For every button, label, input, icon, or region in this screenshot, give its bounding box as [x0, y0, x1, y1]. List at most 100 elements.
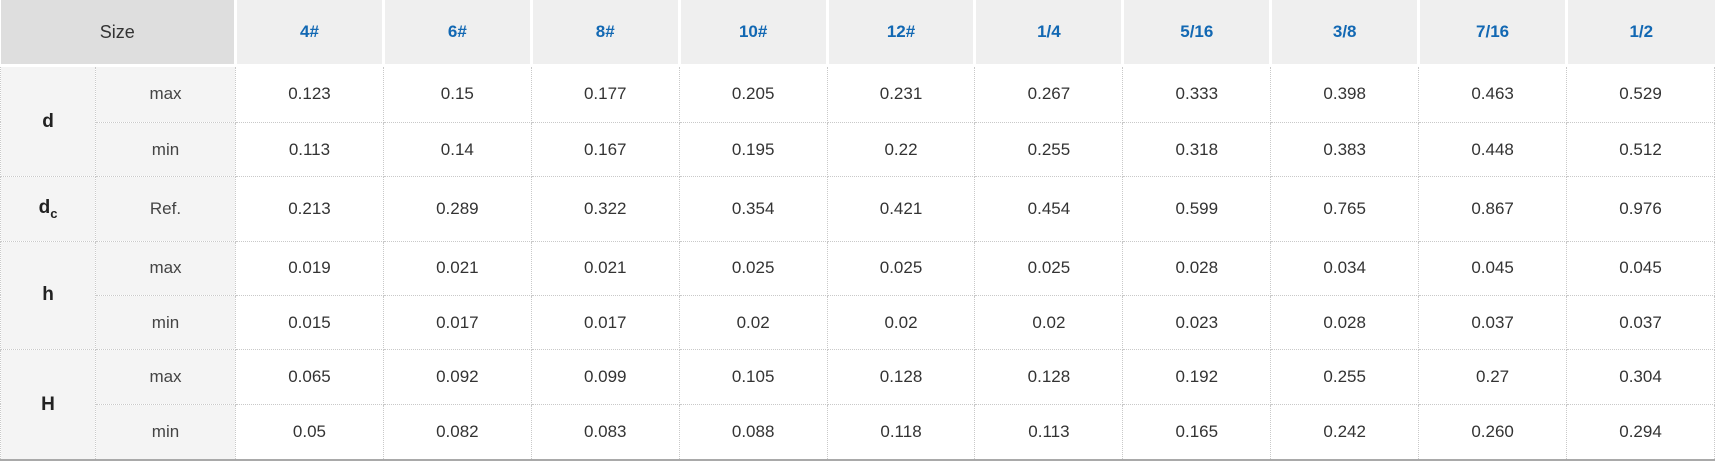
column-header-8: 8# — [529, 0, 680, 67]
value-cell: 0.128 — [974, 349, 1124, 405]
value-cell: 0.045 — [1566, 240, 1715, 296]
value-cell: 0.019 — [235, 240, 384, 296]
value-cell: 0.289 — [382, 176, 532, 242]
value-cell: 0.088 — [678, 403, 828, 461]
value-cell: 0.028 — [1270, 294, 1420, 351]
row-group-label-subscript: c — [50, 205, 58, 221]
column-header-7-16: 7/16 — [1417, 0, 1567, 67]
column-header-4: 4# — [234, 0, 384, 67]
value-cell: 0.448 — [1418, 121, 1568, 178]
value-cell: 0.02 — [974, 294, 1124, 351]
value-cell: 0.165 — [1122, 403, 1272, 461]
value-cell: 0.192 — [1122, 349, 1272, 405]
value-cell: 0.318 — [1122, 121, 1272, 178]
row-group-label-h: h — [0, 240, 96, 351]
value-cell: 0.512 — [1566, 121, 1715, 178]
value-cell: 0.167 — [530, 121, 680, 178]
value-cell: 0.113 — [235, 121, 384, 178]
value-cell: 0.034 — [1270, 240, 1420, 296]
column-header-3-8: 3/8 — [1269, 0, 1419, 67]
value-cell: 0.454 — [974, 176, 1124, 242]
value-cell: 0.15 — [382, 65, 532, 123]
table-row-d-max: d max 0.123 0.15 0.177 0.205 0.231 0.267 0.333 0.… — [0, 64, 1715, 178]
measure-label: Ref. — [94, 176, 237, 242]
measure-label: max — [94, 240, 237, 296]
value-cell: 0.021 — [530, 240, 680, 296]
value-cell: 0.383 — [1270, 121, 1420, 178]
table-body: d max 0.123 0.15 0.177 0.205 0.231 0.267 0.333 0.… — [0, 64, 1715, 461]
value-cell: 0.765 — [1270, 176, 1420, 242]
table-row-h-min: min 0.05 0.082 0.083 0.088 0.118 0.113 0.165 0.2… — [1, 403, 1715, 461]
value-cell: 0.02 — [826, 294, 976, 351]
row-group-label-dc: dc — [0, 176, 96, 242]
value-cell: 0.304 — [1566, 349, 1715, 405]
value-cell: 0.976 — [1566, 176, 1715, 242]
value-cell: 0.231 — [826, 65, 976, 123]
value-cell: 0.398 — [1270, 65, 1420, 123]
table-row-h-max: h max 0.019 0.021 0.021 0.025 0.025 0.025 0.028 0… — [0, 240, 1715, 351]
value-cell: 0.213 — [235, 176, 384, 242]
value-cell: 0.105 — [678, 349, 828, 405]
value-cell: 0.065 — [235, 349, 384, 405]
column-header-1-2: 1/2 — [1565, 0, 1715, 67]
measure-label: min — [94, 121, 237, 178]
value-cell: 0.27 — [1418, 349, 1568, 405]
value-cell: 0.015 — [235, 294, 384, 351]
value-cell: 0.05 — [235, 403, 384, 461]
value-cell: 0.867 — [1418, 176, 1568, 242]
measure-label: min — [94, 294, 237, 351]
value-cell: 0.322 — [530, 176, 680, 242]
row-group-label-d: d — [0, 64, 96, 178]
value-cell: 0.421 — [826, 176, 976, 242]
value-cell: 0.028 — [1122, 240, 1272, 296]
value-cell: 0.205 — [678, 65, 828, 123]
column-header-6: 6# — [381, 0, 532, 67]
value-cell: 0.255 — [974, 121, 1124, 178]
value-cell: 0.22 — [826, 121, 976, 178]
value-cell: 0.177 — [530, 65, 680, 123]
value-cell: 0.599 — [1122, 176, 1272, 242]
value-cell: 0.267 — [974, 65, 1124, 123]
row-group-label-h: H — [0, 349, 96, 461]
value-cell: 0.037 — [1418, 294, 1568, 351]
measure-label: max — [94, 349, 237, 405]
value-cell: 0.195 — [678, 121, 828, 178]
header-row: Size 4# 6# 8# 10# 12# 1/4 5/16 3/8 7/16 1/2 — [0, 0, 1715, 67]
table-header: Size 4# 6# 8# 10# 12# 1/4 5/16 3/8 7/16 1/2 — [0, 0, 1715, 67]
size-corner-header: Size — [0, 0, 236, 67]
value-cell: 0.037 — [1566, 294, 1715, 351]
value-cell: 0.025 — [974, 240, 1124, 296]
value-cell: 0.092 — [382, 349, 532, 405]
table-row-d-min: min 0.113 0.14 0.167 0.195 0.22 0.255 0.318 0.38… — [1, 121, 1715, 178]
value-cell: 0.02 — [678, 294, 828, 351]
value-cell: 0.083 — [530, 403, 680, 461]
value-cell: 0.017 — [530, 294, 680, 351]
measure-label: min — [94, 403, 237, 461]
value-cell: 0.260 — [1418, 403, 1568, 461]
value-cell: 0.025 — [678, 240, 828, 296]
table-row-h-min: min 0.015 0.017 0.017 0.02 0.02 0.02 0.023 0.028… — [1, 294, 1715, 351]
table-row-d-ref: dc Ref. 0.213 0.289 0.322 0.354 0.421 0.454 0.59… — [0, 176, 1715, 242]
value-cell: 0.128 — [826, 349, 976, 405]
value-cell: 0.045 — [1418, 240, 1568, 296]
column-header-12: 12# — [825, 0, 975, 67]
column-header-5-16: 5/16 — [1121, 0, 1271, 67]
value-cell: 0.333 — [1122, 65, 1272, 123]
value-cell: 0.017 — [382, 294, 532, 351]
value-cell: 0.025 — [826, 240, 976, 296]
value-cell: 0.242 — [1270, 403, 1420, 461]
column-header-10: 10# — [677, 0, 828, 67]
value-cell: 0.255 — [1270, 349, 1420, 405]
value-cell: 0.463 — [1418, 65, 1568, 123]
value-cell: 0.099 — [530, 349, 680, 405]
value-cell: 0.354 — [678, 176, 828, 242]
value-cell: 0.118 — [826, 403, 976, 461]
value-cell: 0.021 — [382, 240, 532, 296]
measure-label: max — [94, 65, 237, 123]
value-cell: 0.023 — [1122, 294, 1272, 351]
value-cell: 0.14 — [382, 121, 532, 178]
value-cell: 0.113 — [974, 403, 1124, 461]
